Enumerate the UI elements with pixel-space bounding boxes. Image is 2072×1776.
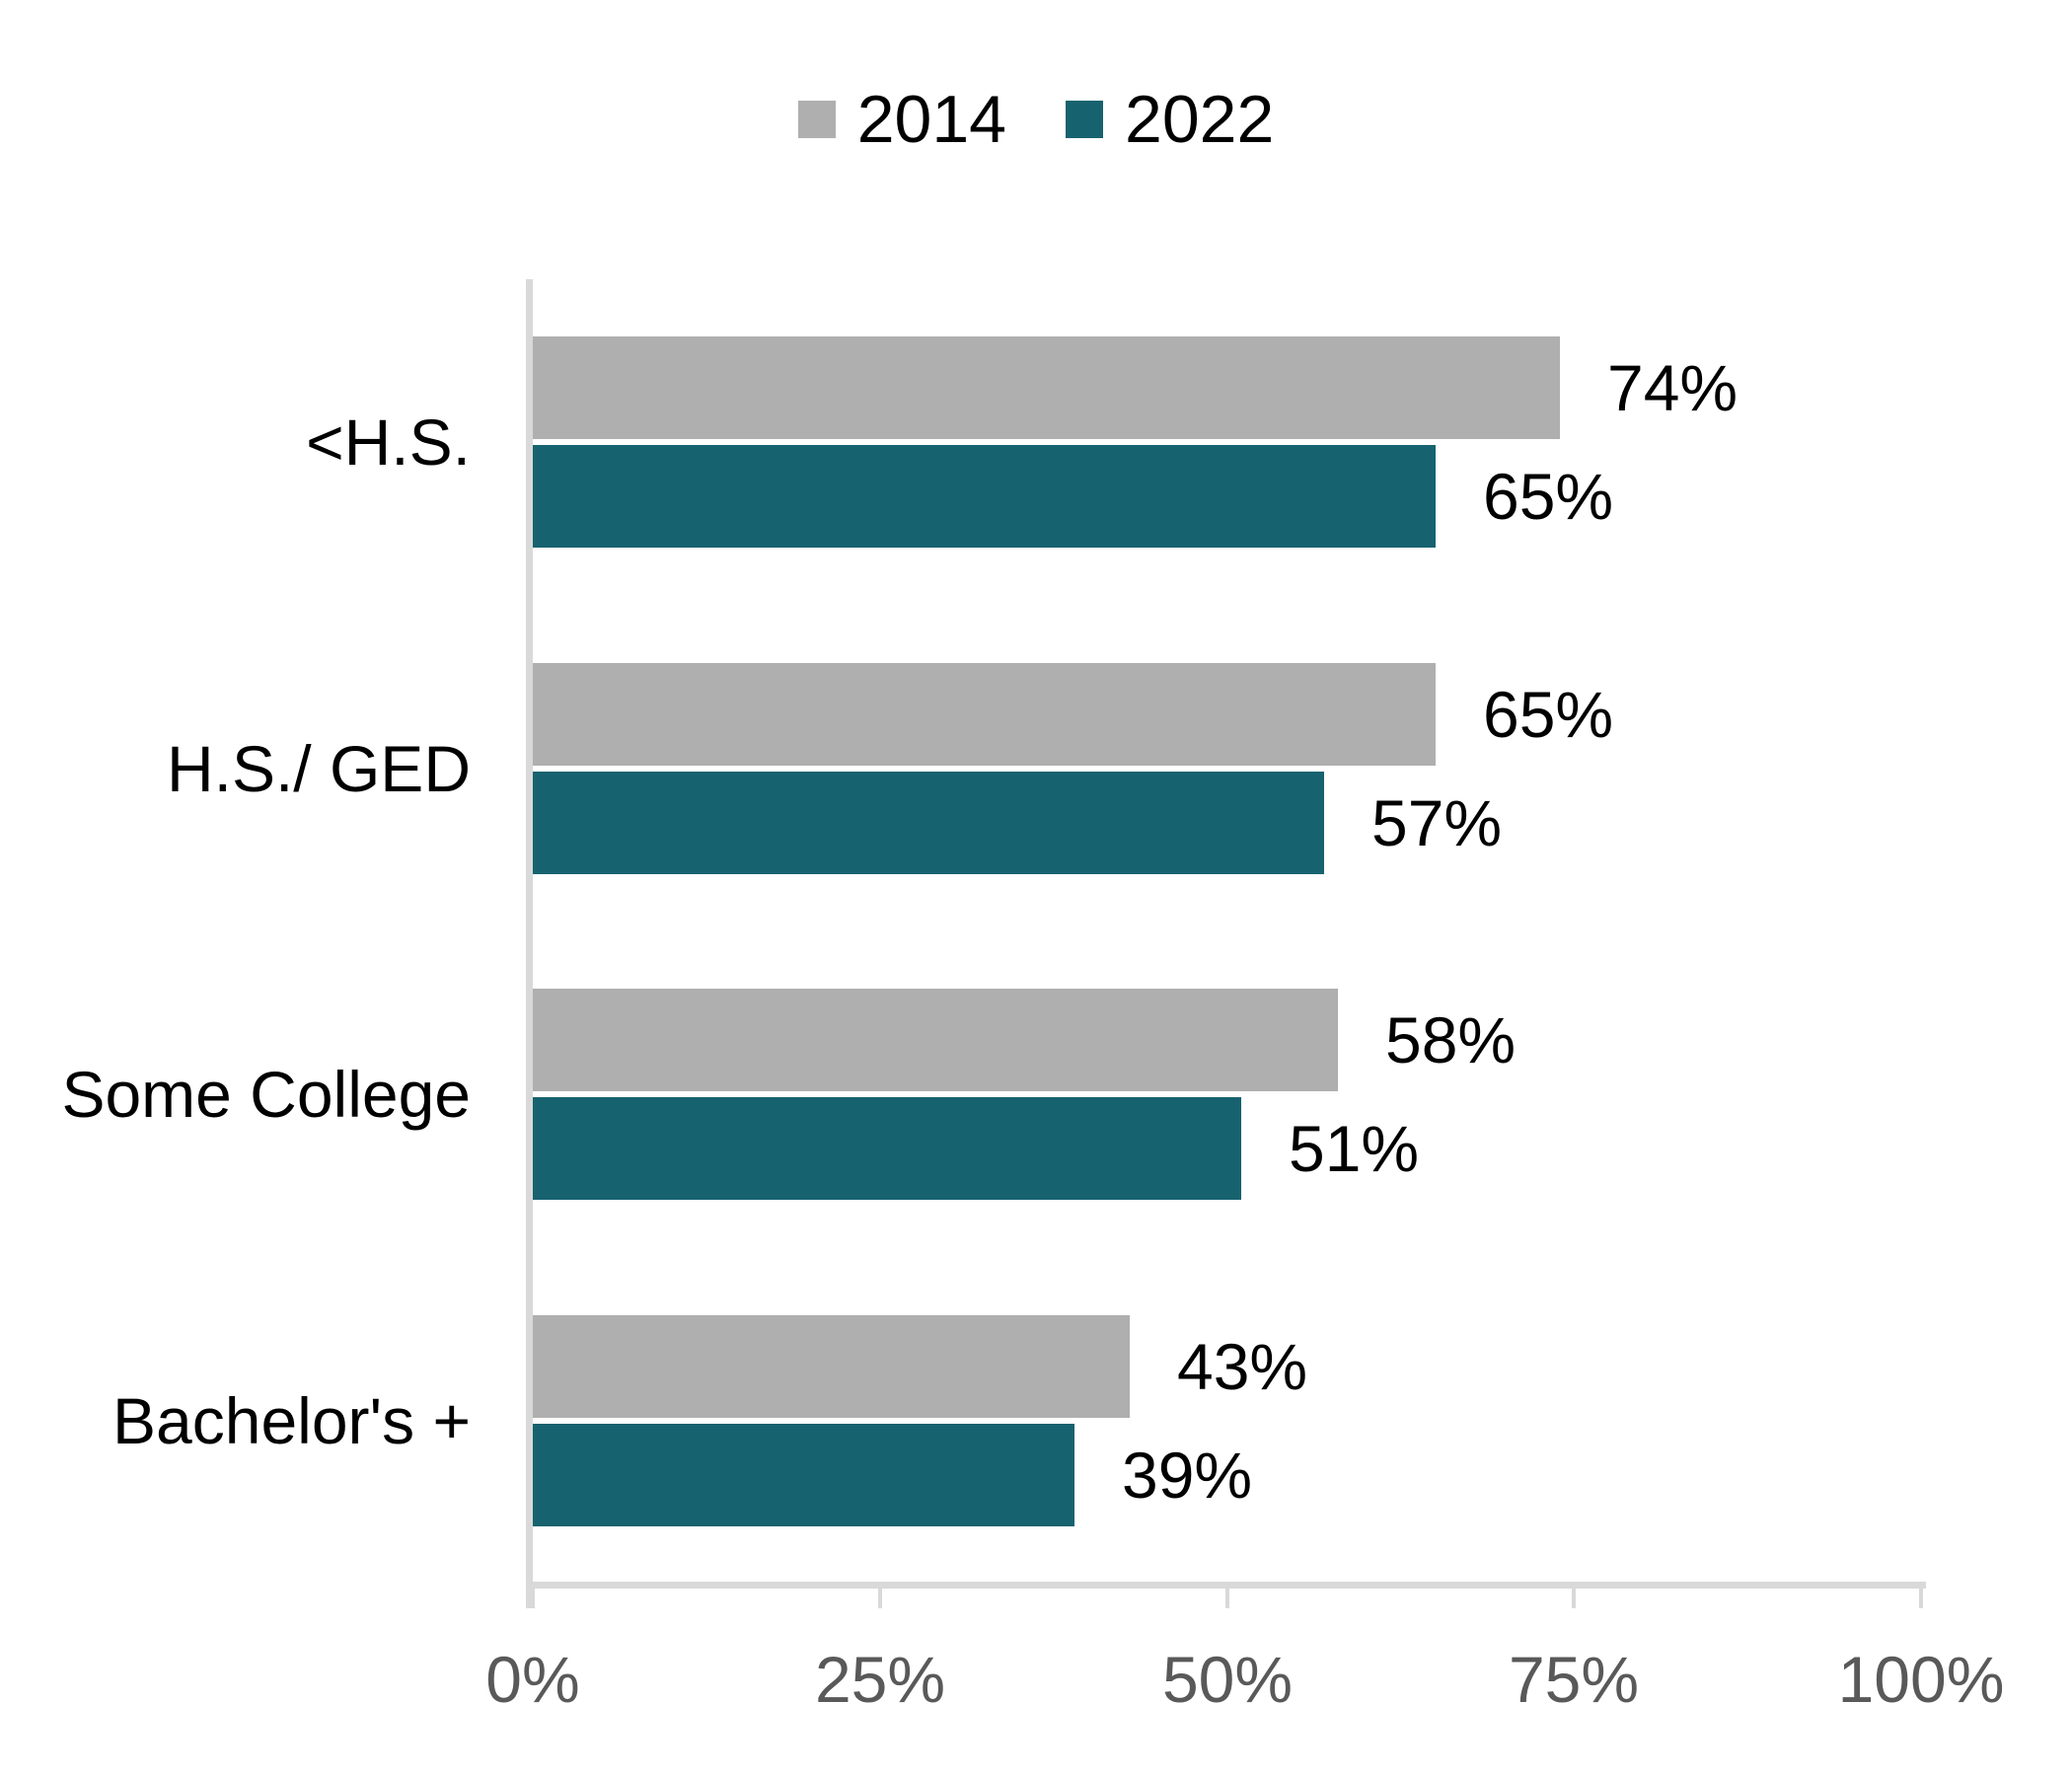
value-label-2014: 43% xyxy=(1177,1330,1308,1403)
category-label: H.S./ GED xyxy=(166,732,471,805)
x-axis-tick xyxy=(1225,1588,1229,1608)
bar-2014 xyxy=(533,989,1338,1091)
x-axis-line xyxy=(526,1582,1926,1589)
bar-2022 xyxy=(533,1424,1074,1526)
value-label-2014: 65% xyxy=(1483,678,1614,751)
x-axis-tick-label: 25% xyxy=(814,1643,946,1716)
legend-label-2022: 2022 xyxy=(1125,82,1275,157)
value-label-2022: 57% xyxy=(1371,786,1503,859)
category-label: Bachelor's + xyxy=(112,1384,471,1457)
value-label-2014: 74% xyxy=(1607,351,1739,424)
value-label-2022: 51% xyxy=(1289,1112,1420,1185)
category-label: <H.S. xyxy=(306,406,471,479)
value-label-2022: 39% xyxy=(1122,1439,1253,1512)
value-label-2014: 58% xyxy=(1385,1003,1517,1076)
legend-item-2022: 2022 xyxy=(1066,84,1274,155)
x-axis-tick xyxy=(531,1588,535,1608)
x-axis-tick-label: 100% xyxy=(1837,1643,2005,1716)
legend-swatch-2022 xyxy=(1066,101,1103,138)
bar-2014 xyxy=(533,1315,1130,1418)
bar-2014 xyxy=(533,663,1436,766)
bar-2022 xyxy=(533,1097,1241,1200)
x-axis-tick-label: 0% xyxy=(485,1643,580,1716)
x-axis-tick xyxy=(1919,1588,1923,1608)
x-axis-tick xyxy=(878,1588,882,1608)
x-axis-tick-label: 50% xyxy=(1161,1643,1294,1716)
legend: 2014 2022 xyxy=(0,84,2072,155)
bar-2022 xyxy=(533,772,1324,874)
category-label: Some College xyxy=(61,1058,471,1131)
y-axis-line xyxy=(526,279,533,1608)
legend-label-2014: 2014 xyxy=(856,82,1006,157)
bar-2014 xyxy=(533,336,1560,439)
bar-2022 xyxy=(533,445,1436,548)
legend-swatch-2014 xyxy=(797,101,836,138)
value-label-2022: 65% xyxy=(1483,460,1614,533)
x-axis-tick-label: 75% xyxy=(1508,1643,1640,1716)
x-axis-tick xyxy=(1572,1588,1576,1608)
legend-item-2014: 2014 xyxy=(797,82,1006,157)
